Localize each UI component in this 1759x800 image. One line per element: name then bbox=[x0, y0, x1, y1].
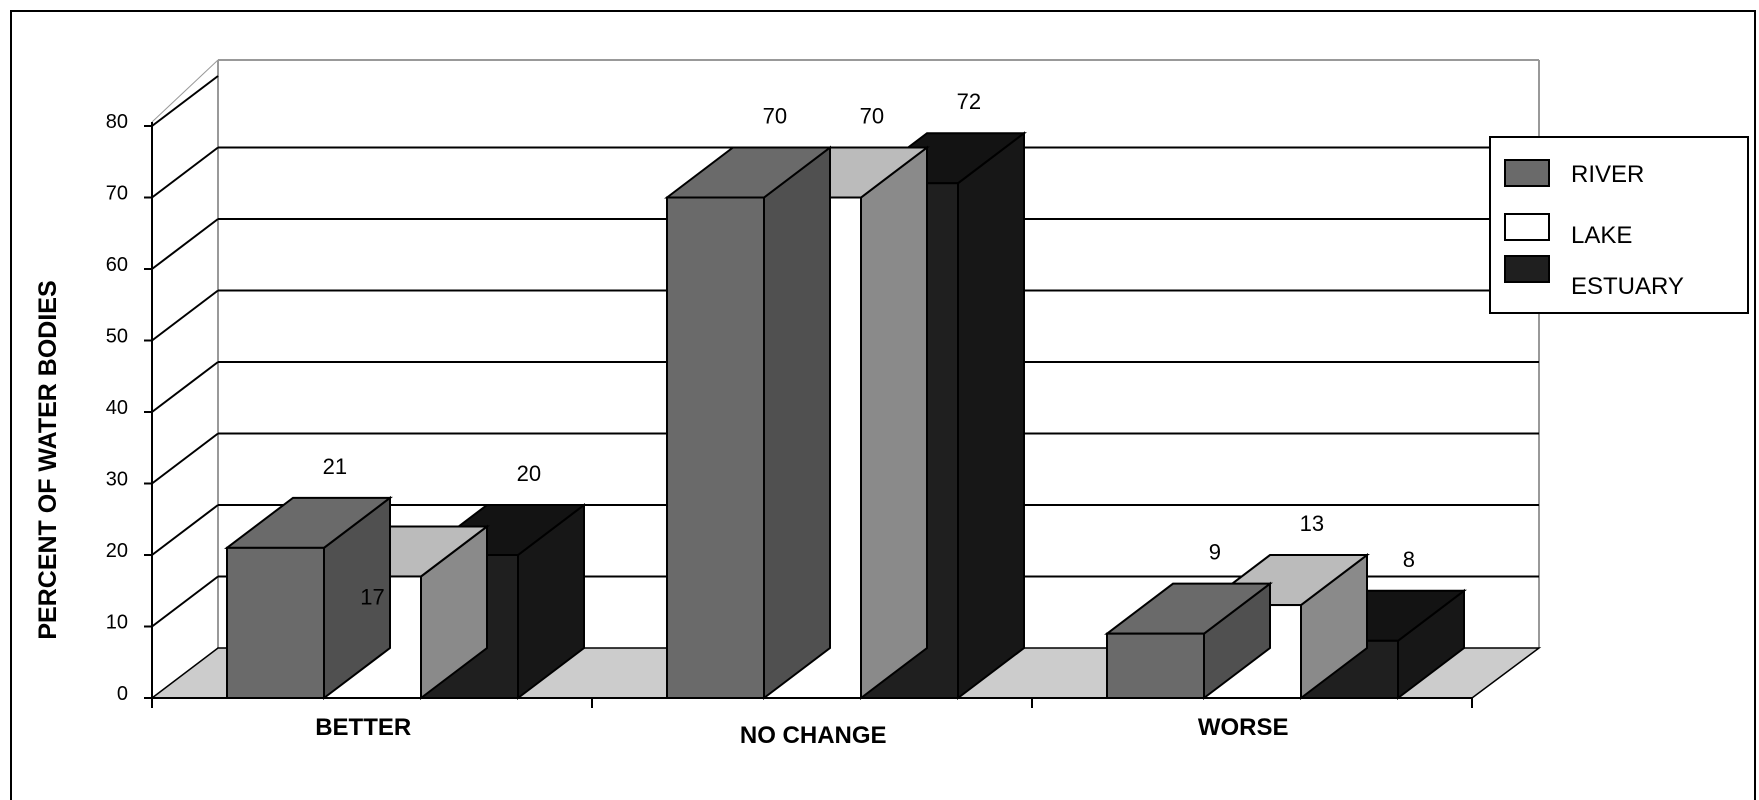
bar-side-lake bbox=[860, 145, 928, 701]
y-tick-label: 60 bbox=[106, 254, 128, 276]
x-category-label: BETTER bbox=[315, 714, 411, 741]
gridline-side bbox=[151, 75, 219, 127]
legend-swatch-lake bbox=[1504, 213, 1550, 241]
y-tick-label: 70 bbox=[106, 183, 128, 205]
data-label-river: 21 bbox=[323, 454, 347, 479]
legend-swatch-estuary bbox=[1504, 255, 1550, 283]
y-tick-label: 30 bbox=[106, 469, 128, 491]
y-tick-label: 80 bbox=[106, 111, 128, 133]
x-category-label: NO CHANGE bbox=[740, 722, 887, 749]
data-label-estuary: 20 bbox=[517, 461, 541, 486]
data-label-lake: 17 bbox=[360, 584, 384, 609]
y-tick-label: 50 bbox=[106, 326, 128, 348]
legend-label-lake: LAKE bbox=[1571, 222, 1632, 249]
bar-side-estuary bbox=[957, 131, 1025, 701]
data-label-estuary: 72 bbox=[957, 89, 981, 114]
x-category-label: WORSE bbox=[1198, 714, 1289, 741]
data-label-estuary: 8 bbox=[1403, 547, 1415, 572]
bar-side-river bbox=[763, 145, 831, 701]
data-label-river: 9 bbox=[1209, 540, 1221, 565]
data-label-river: 70 bbox=[763, 104, 787, 129]
legend: RIVER LAKE ESTUARY bbox=[1489, 136, 1749, 314]
gridline-side bbox=[151, 432, 219, 485]
bar-river bbox=[226, 546, 325, 699]
label-layer: BETTER NO CHANGE WORSE 21 17 20 70 70 72 9 13 8 bbox=[315, 89, 1415, 749]
y-tick-label: 10 bbox=[106, 612, 128, 634]
bar-river bbox=[666, 196, 765, 699]
legend-label-river: RIVER bbox=[1571, 161, 1644, 188]
gridline-side bbox=[151, 289, 219, 342]
data-label-lake: 70 bbox=[860, 104, 884, 129]
gridline-side bbox=[151, 504, 219, 556]
bar-layer bbox=[224, 131, 1467, 701]
y-tick-label: 40 bbox=[106, 397, 128, 419]
gridline-side bbox=[151, 575, 219, 628]
y-tick-label: 0 bbox=[117, 683, 128, 705]
y-axis-title: PERCENT OF WATER BODIES bbox=[34, 280, 62, 639]
data-label-lake: 13 bbox=[1300, 511, 1324, 536]
y-tick-label: 20 bbox=[106, 540, 128, 562]
gridline-side bbox=[151, 361, 219, 413]
legend-swatch-river bbox=[1504, 159, 1550, 187]
side-wall-top-edge bbox=[151, 59, 219, 123]
gridline-side bbox=[151, 146, 219, 199]
bar-river bbox=[1106, 632, 1205, 700]
gridline-side bbox=[151, 218, 219, 270]
legend-label-estuary: ESTUARY bbox=[1571, 273, 1684, 300]
